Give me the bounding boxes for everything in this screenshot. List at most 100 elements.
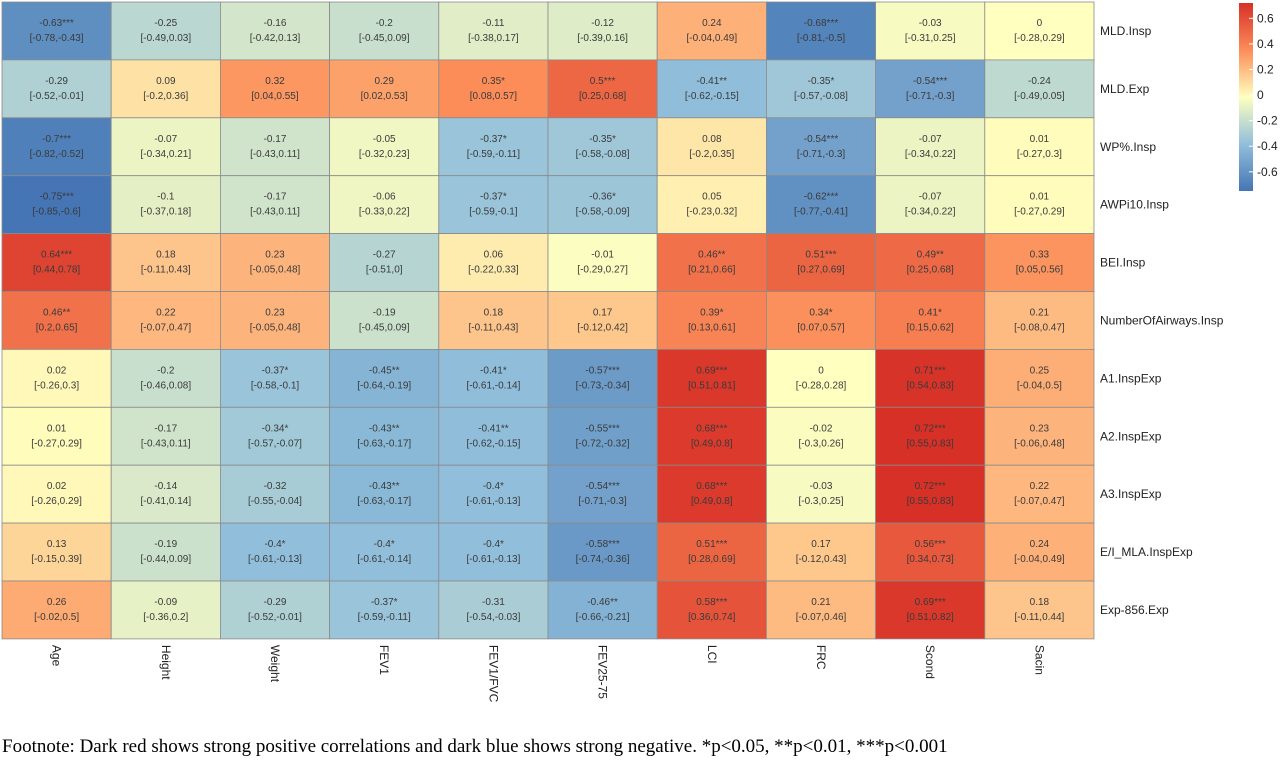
cell-ci-label: [-0.36,0.2] (143, 612, 188, 623)
cell-ci-label: [-0.71,-0.3] (797, 149, 846, 160)
heatmap-cell (438, 522, 549, 582)
cell-ci-label: [0.25,0.68] (907, 265, 954, 276)
cell-correlation-label: 0 (1037, 18, 1043, 29)
cell-correlation-label: -0.37* (262, 365, 289, 376)
column-labels: Age Height Weight FEV1 FEV1/FVC FEV25-75 LCI FR… (50, 645, 1047, 703)
cell-ci-label: [-0.07,0.47] (1014, 496, 1065, 507)
cell-ci-label: [-0.04,0.49] (1014, 554, 1065, 565)
heatmap-cell (984, 59, 1095, 119)
heatmap-cell (329, 580, 440, 640)
row-label: A3.InspExp (1100, 487, 1162, 501)
cell-ci-label: [-0.38,0.17] (468, 33, 519, 44)
cell-ci-label: [-0.42,0.13] (250, 33, 301, 44)
cell-ci-label: [-0.59,-0.11] (358, 612, 411, 623)
cell-correlation-label: 0.72*** (915, 481, 946, 492)
cell-correlation-label: 0.02 (47, 481, 67, 492)
cell-ci-label: [-0.26,0.3] (34, 380, 79, 391)
heatmap-cell (547, 1, 658, 61)
cell-ci-label: [-0.43,0.11] (141, 438, 191, 449)
cell-ci-label: [-0.15,0.39] (31, 554, 82, 565)
cell-ci-label: [-0.59,-0.1] (469, 207, 518, 218)
heatmap-cell (1, 59, 112, 119)
heatmap-cell (110, 291, 221, 350)
heatmap-cell (219, 580, 330, 640)
cell-ci-label: [-0.43,0.11] (250, 207, 300, 218)
cell-ci-label: [-0.41,0.14] (141, 496, 192, 507)
cell-ci-label: [-0.51,0] (366, 265, 403, 276)
cell-ci-label: [-0.61,-0.13] (466, 554, 520, 565)
heatmap-cell (110, 233, 221, 292)
cell-correlation-label: -0.7*** (42, 134, 71, 145)
cell-ci-label: [-0.28,0.29] (1014, 33, 1065, 44)
row-label: Exp-856.Exp (1100, 603, 1169, 617)
column-label: Age (50, 645, 64, 667)
heatmap-cell (656, 464, 767, 524)
cell-ci-label: [0.21,0.66] (688, 265, 735, 276)
heatmap-cell (438, 1, 549, 61)
heatmap-cell (547, 233, 658, 292)
heatmap-cell (875, 117, 986, 177)
heatmap-cell (984, 406, 1095, 466)
heatmap-cell (329, 406, 440, 466)
heatmap-cell (656, 117, 767, 177)
heatmap-cell (110, 175, 221, 234)
row-label: A1.InspExp (1100, 371, 1162, 385)
heatmap-cell (438, 59, 549, 119)
cell-correlation-label: -0.54*** (913, 76, 948, 87)
cell-correlation-label: 0.17 (593, 307, 613, 318)
cell-correlation-label: -0.2 (157, 365, 175, 376)
heatmap-cell (656, 580, 767, 640)
cell-ci-label: [0.15,0.62] (907, 322, 954, 333)
cell-ci-label: [-0.58,-0.1] (251, 380, 300, 391)
cell-correlation-label: 0.32 (265, 76, 285, 87)
heatmap-cell (438, 348, 549, 408)
row-label: AWPi10.Insp (1100, 198, 1169, 212)
cell-correlation-label: -0.32 (264, 481, 287, 492)
heatmap-cell (984, 348, 1095, 408)
heatmap-cell (875, 175, 986, 234)
cell-correlation-label: -0.01 (591, 250, 614, 261)
heatmap-cells: -0.63*** [-0.78,-0.43] -0.25 [-0.49,0.03] -0… (1, 1, 1095, 640)
heatmap-cell (219, 464, 330, 524)
heatmap-cell (1, 580, 112, 640)
heatmap-cell (547, 348, 658, 408)
heatmap-cell (656, 59, 767, 119)
cell-ci-label: [-0.34,0.22] (905, 149, 956, 160)
heatmap-cell (110, 580, 221, 640)
column-label: Scond (923, 645, 937, 679)
column-label: Weight (268, 645, 282, 683)
cell-correlation-label: -0.41** (697, 76, 728, 87)
heatmap-cell (766, 1, 877, 61)
cell-ci-label: [-0.57,-0.07] (248, 438, 302, 449)
cell-ci-label: [0.51,0.82] (907, 612, 954, 623)
cell-correlation-label: -0.45** (369, 365, 400, 376)
cell-ci-label: [-0.27,0.29] (1014, 207, 1065, 218)
cell-ci-label: [-0.34,0.22] (905, 207, 956, 218)
heatmap-cell (766, 406, 877, 466)
heatmap-cell (219, 175, 330, 234)
column-label: FEV1 (377, 645, 391, 675)
heatmap-cell (1, 406, 112, 466)
cell-correlation-label: 0.18 (1030, 597, 1050, 608)
cell-ci-label: [-0.63,-0.17] (357, 496, 411, 507)
cell-ci-label: [-0.61,-0.13] (466, 496, 520, 507)
row-label: BEI.Insp (1100, 256, 1146, 270)
cell-ci-label: [-0.12,0.43] (796, 554, 847, 565)
cell-ci-label: [-0.11,0.43] (468, 322, 518, 333)
cell-correlation-label: -0.29 (45, 76, 68, 87)
heatmap-cell (766, 233, 877, 292)
legend-tick-label: -0.6 (1257, 165, 1278, 179)
cell-correlation-label: 0.21 (811, 597, 831, 608)
cell-correlation-label: 0.08 (702, 134, 722, 145)
heatmap-cell (875, 59, 986, 119)
heatmap-cell (1, 464, 112, 524)
cell-ci-label: [-0.45,0.09] (359, 322, 410, 333)
cell-correlation-label: 0.13 (47, 539, 67, 550)
heatmap-cell (875, 233, 986, 292)
cell-ci-label: [-0.04,0.49] (687, 33, 738, 44)
cell-ci-label: [-0.05,0.48] (250, 265, 301, 276)
heatmap-cell (984, 175, 1095, 234)
heatmap-cell (656, 175, 767, 234)
cell-ci-label: [0.49,0.8] (691, 496, 733, 507)
